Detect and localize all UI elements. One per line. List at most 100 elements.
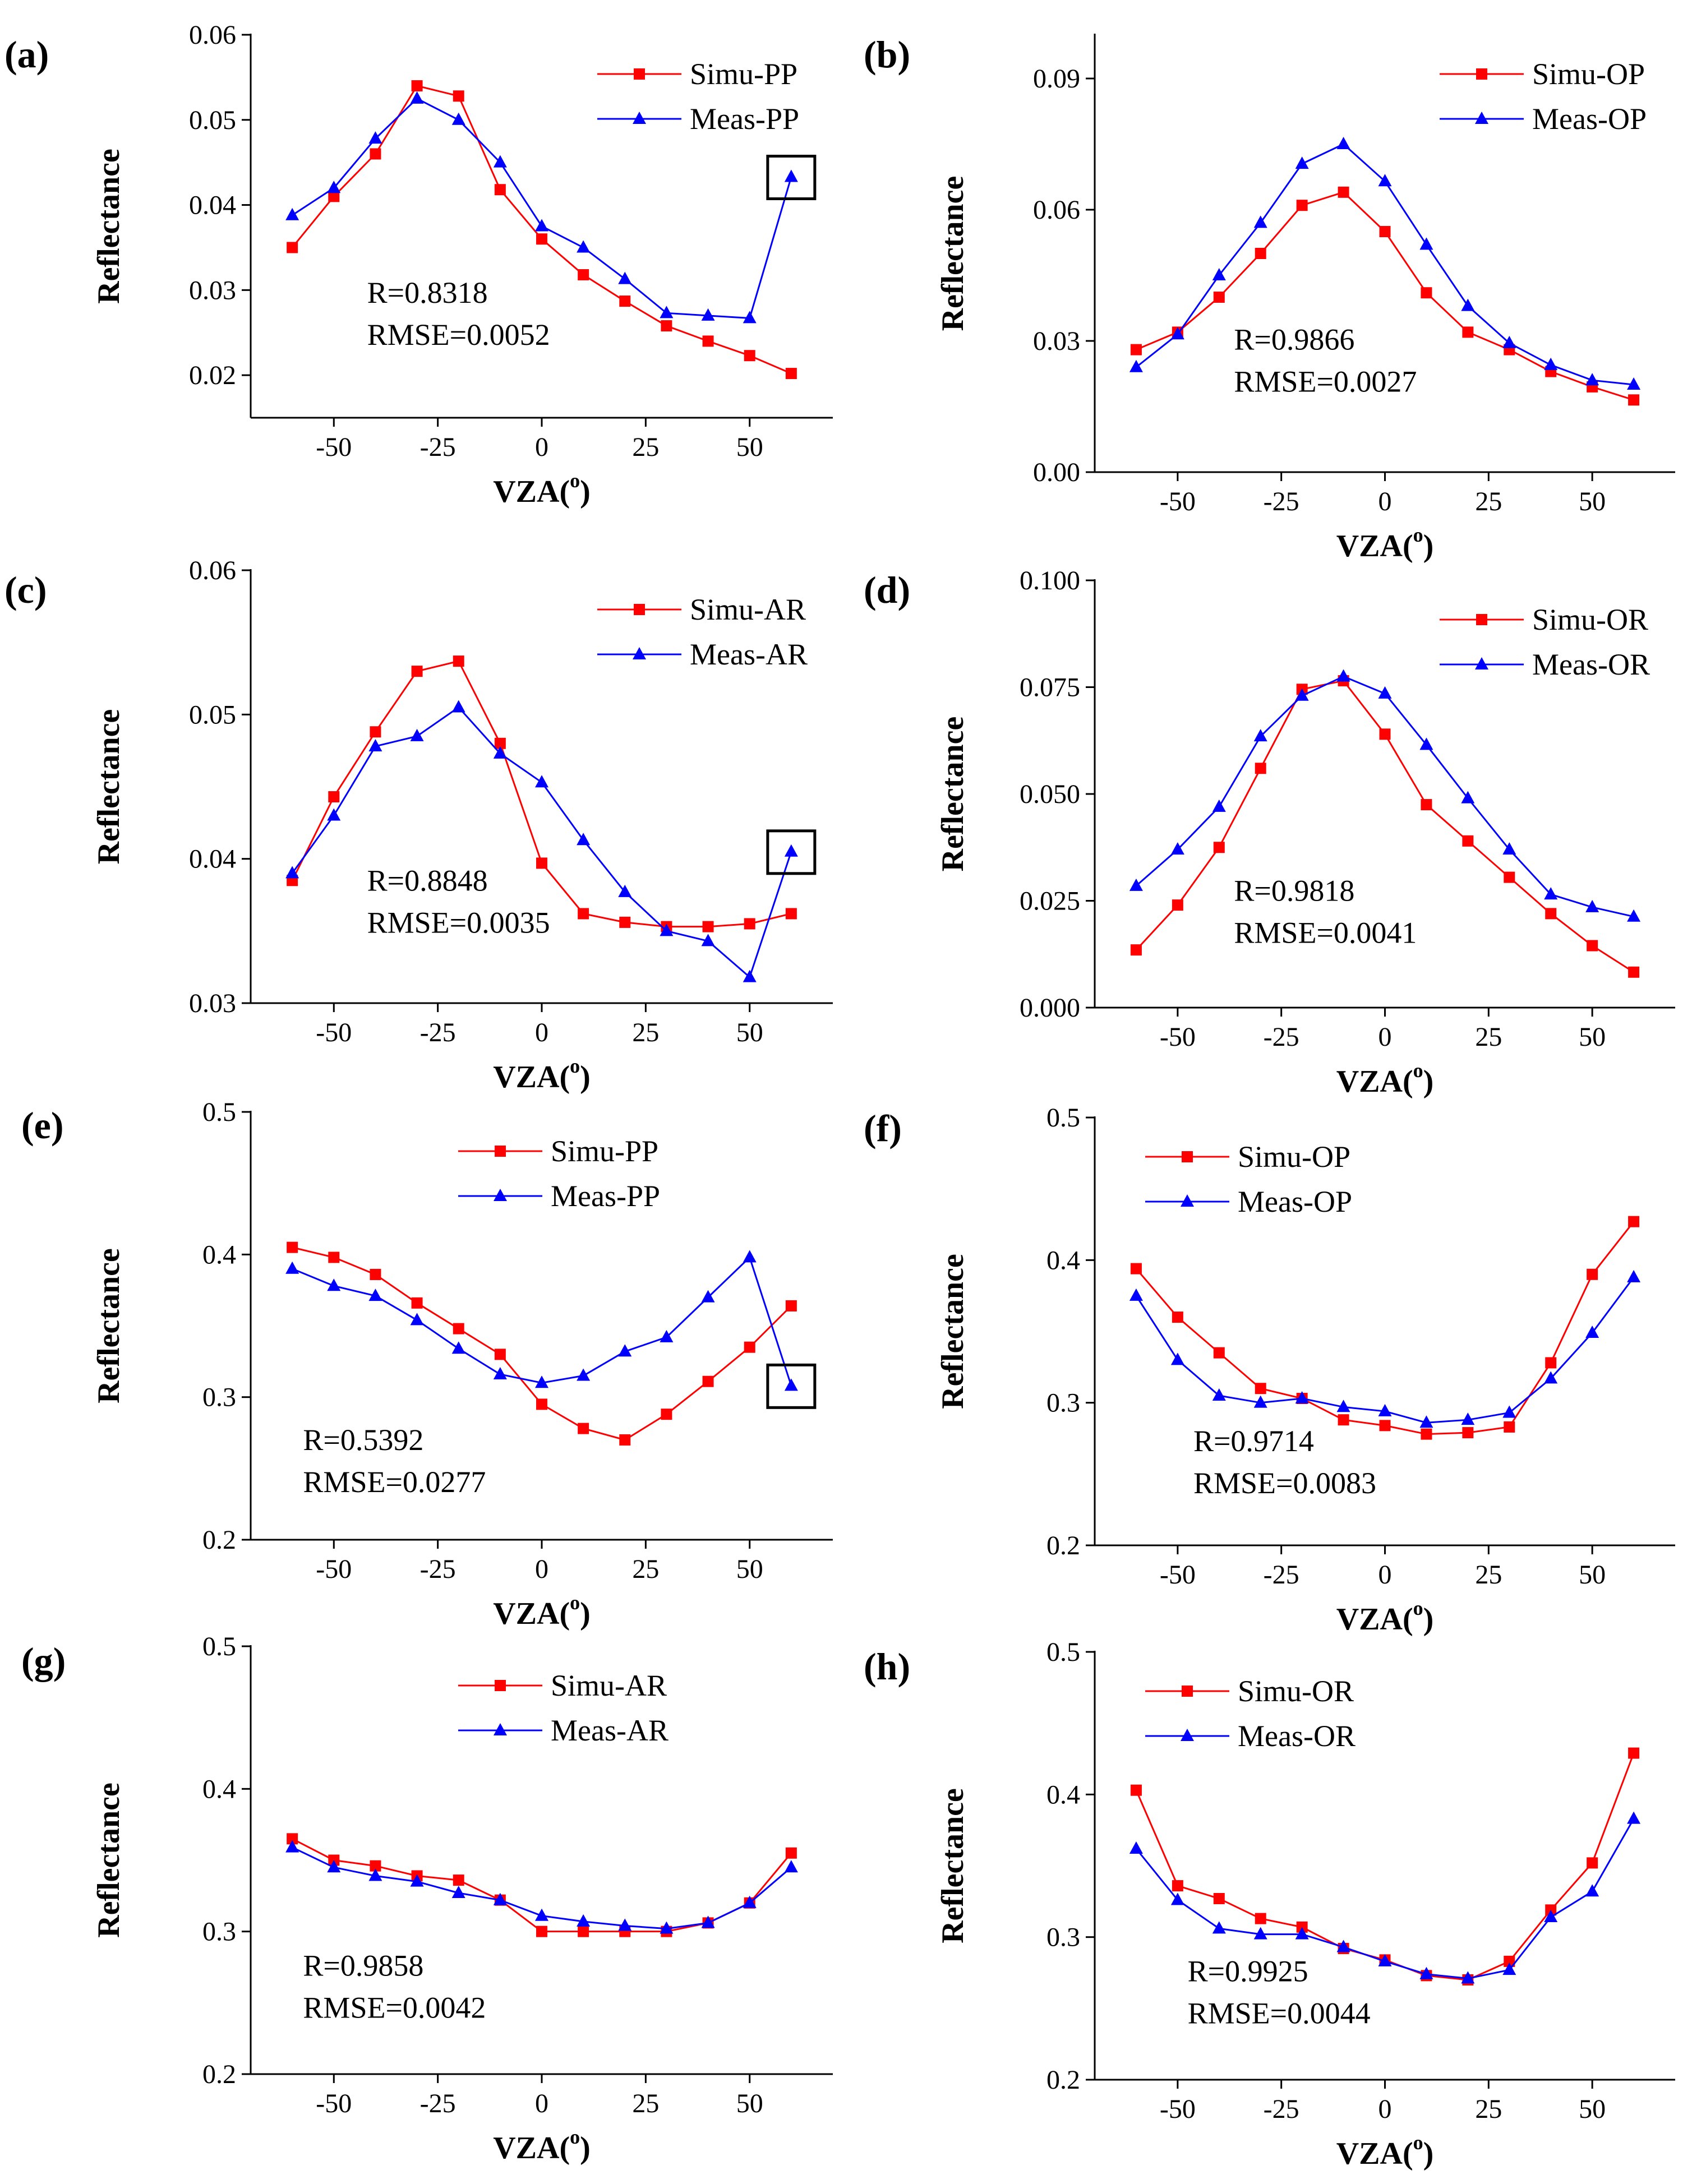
stat-rmse: RMSE=0.0027: [1234, 365, 1417, 399]
x-tick-label: 25: [632, 1018, 659, 1047]
data-point-0: [1545, 1357, 1557, 1369]
data-point-1: [1336, 137, 1350, 149]
panel-2: (c) 0.03 0.04 0.05 0.06 -50 -25 0 25 50 VZA(o) Refl…: [4, 556, 833, 1095]
legend-label-0: Simu-AR: [690, 593, 806, 626]
data-point-0: [702, 335, 714, 347]
data-point-0: [287, 1241, 298, 1253]
data-point-0: [1462, 326, 1474, 338]
legend-label-1: Meas-OP: [1532, 102, 1647, 136]
x-axis-title: VZA(o): [493, 1591, 591, 1631]
stat-r: R=0.9925: [1188, 1955, 1308, 1988]
x-tick-label: 50: [1579, 1560, 1606, 1590]
legend-label-1: Meas-OR: [1238, 1719, 1356, 1753]
data-point-1: [618, 1344, 632, 1357]
x-tick-label: -25: [1264, 487, 1299, 516]
legend-marker-1: [1181, 1194, 1194, 1207]
data-point-1: [1544, 887, 1558, 900]
data-point-0: [453, 90, 464, 102]
x-axis-title: VZA(o): [1336, 1059, 1434, 1099]
data-point-0: [536, 1926, 547, 1937]
stat-r: R=0.9858: [303, 1949, 423, 1983]
data-point-0: [1213, 292, 1225, 303]
y-tick-label: 0.06: [189, 20, 236, 50]
data-point-1: [1378, 686, 1392, 699]
data-point-0: [578, 908, 589, 920]
series-line-1: [1135, 1276, 1635, 1424]
data-point-0: [744, 918, 755, 930]
y-tick-label: 0.4: [202, 1240, 236, 1269]
data-point-1: [535, 219, 548, 232]
data-point-0: [1338, 1414, 1349, 1426]
data-point-1: [1253, 215, 1267, 228]
data-point-0: [1587, 1857, 1598, 1869]
data-point-1: [368, 1868, 382, 1881]
y-tick-label: 0.03: [1033, 326, 1080, 356]
data-point-1: [1253, 1927, 1267, 1940]
legend-label-0: Simu-OP: [1238, 1140, 1350, 1174]
data-point-1: [535, 1908, 548, 1921]
data-point-1: [1336, 1400, 1350, 1412]
y-tick-label: 0.2: [202, 2060, 236, 2089]
legend-marker-1: [633, 112, 646, 124]
data-point-1: [1627, 1811, 1641, 1824]
data-point-0: [1545, 908, 1557, 920]
panel-0: (a) 0.02 0.03 0.04 0.05 0.06 -50 -25 0 25 50 VZA(o)…: [4, 20, 833, 509]
x-axis-title: VZA(o): [493, 2126, 591, 2165]
data-point-1: [784, 844, 798, 857]
data-point-1: [618, 271, 632, 284]
legend-marker-0: [495, 1680, 506, 1691]
y-tick-label: 0.4: [202, 1774, 236, 1804]
data-point-0: [1130, 1263, 1142, 1275]
data-point-0: [1421, 287, 1432, 299]
x-tick-label: 0: [535, 1554, 548, 1584]
data-point-0: [370, 1860, 381, 1872]
legend-label-1: Meas-PP: [551, 1179, 660, 1213]
y-tick-label: 0.05: [189, 700, 236, 729]
legend-marker-0: [634, 68, 645, 80]
data-point-0: [287, 1833, 298, 1845]
data-point-1: [327, 181, 341, 193]
y-tick-label: 0.06: [189, 556, 236, 585]
data-point-0: [578, 269, 589, 281]
y-tick-label: 0.050: [1020, 779, 1080, 809]
data-point-0: [785, 1847, 797, 1859]
legend-marker-1: [1181, 1729, 1194, 1741]
data-point-0: [1338, 186, 1349, 198]
x-tick-label: -25: [420, 1554, 456, 1584]
data-point-1: [410, 728, 424, 741]
data-point-1: [410, 91, 424, 104]
x-tick-label: -50: [316, 432, 352, 462]
x-axis-title: VZA(o): [493, 1055, 591, 1095]
x-tick-label: 50: [736, 1554, 763, 1584]
y-axis-title: Reflectance: [935, 1788, 970, 1943]
x-tick-label: -50: [1160, 487, 1196, 516]
panel-label: (g): [21, 1640, 66, 1682]
y-tick-label: 0.075: [1020, 673, 1080, 703]
y-tick-label: 0.05: [189, 105, 236, 135]
x-tick-label: -50: [316, 1554, 352, 1584]
data-point-0: [1421, 1428, 1432, 1440]
data-point-1: [1502, 1405, 1516, 1418]
data-point-1: [1585, 1884, 1599, 1897]
data-point-1: [1295, 1391, 1309, 1404]
panel-label: (e): [21, 1104, 63, 1147]
x-tick-label: 50: [1579, 2094, 1606, 2124]
data-point-1: [285, 207, 299, 220]
data-point-1: [451, 1885, 465, 1898]
y-tick-label: 0.4: [1046, 1780, 1080, 1809]
legend-label-0: Simu-PP: [551, 1134, 658, 1168]
data-point-0: [1504, 1955, 1515, 1967]
outlier-box: [766, 829, 817, 875]
data-point-0: [411, 666, 423, 677]
data-point-1: [1502, 335, 1516, 348]
y-tick-label: 0.3: [202, 1383, 236, 1412]
data-point-0: [578, 1423, 589, 1434]
legend-label-1: Meas-PP: [690, 102, 799, 136]
data-point-1: [1378, 1954, 1392, 1966]
y-axis-title: Reflectance: [91, 149, 126, 304]
data-point-1: [660, 924, 674, 936]
data-point-1: [577, 1914, 591, 1927]
data-point-1: [784, 169, 798, 182]
y-axis-title: Reflectance: [91, 709, 126, 865]
data-point-0: [619, 295, 631, 307]
